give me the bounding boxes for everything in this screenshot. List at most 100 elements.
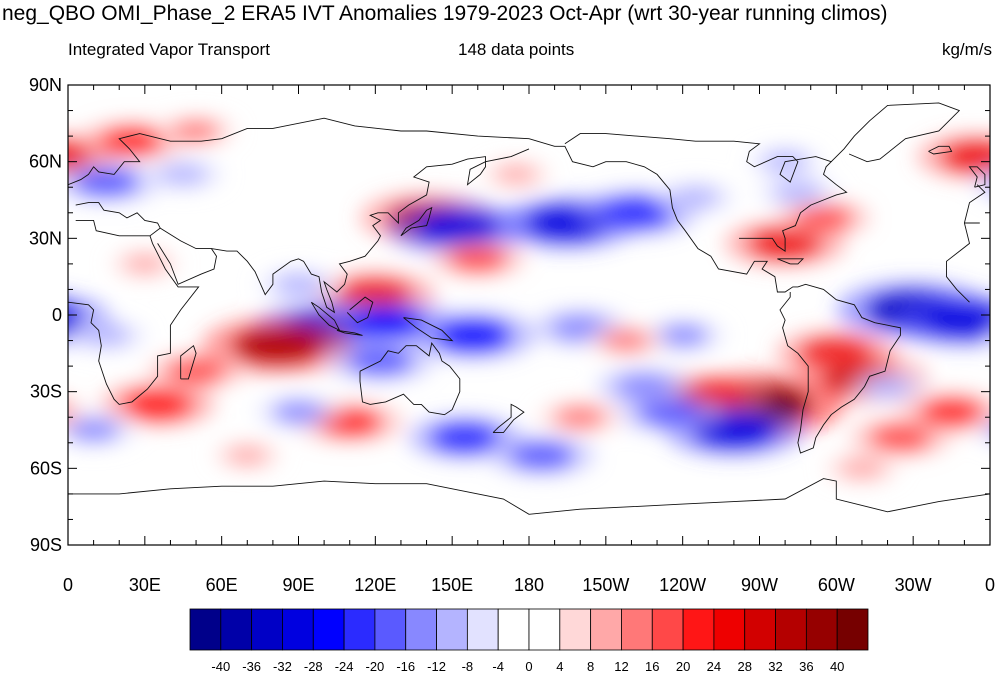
- lon-label: 60W: [818, 575, 855, 595]
- anomaly-blob: [773, 182, 823, 203]
- anomaly-blob: [656, 324, 710, 347]
- colorbar-swatch: [805, 608, 838, 651]
- coastline: [68, 222, 971, 405]
- coastline: [346, 296, 374, 324]
- axis-ticks: [67, 84, 991, 546]
- colorbar-swatch: [621, 608, 653, 651]
- colorbar-swatch: [220, 608, 253, 651]
- anomaly-blob: [987, 329, 990, 342]
- colorbar-label: -28: [304, 659, 323, 674]
- anomaly-blob: [839, 459, 885, 478]
- colorbar-label: -12: [427, 659, 446, 674]
- anomaly-blob: [1000, 120, 1008, 162]
- anomaly-blob: [988, 427, 990, 433]
- coastline: [492, 403, 525, 434]
- anomaly-blob: [601, 330, 652, 351]
- plot-title: neg_QBO OMI_Phase_2 ERA5 IVT Anomalies 1…: [2, 2, 888, 25]
- colorbar: [189, 608, 869, 651]
- colorbar-label: -24: [335, 659, 354, 674]
- anomaly-blob: [0, 293, 37, 327]
- colorbar-label: 24: [707, 659, 721, 674]
- colorbar-label: 16: [645, 659, 659, 674]
- anomaly-blob: [0, 418, 29, 458]
- anomaly-blob: [637, 399, 703, 425]
- anomaly-blob: [553, 406, 607, 428]
- colorbar-label: 4: [556, 659, 563, 674]
- coastline: [564, 133, 848, 252]
- lat-label: 30S: [30, 382, 62, 402]
- coastline: [400, 206, 433, 237]
- colorbar-swatch: [775, 608, 807, 651]
- colorbar-labels: -40 -36 -32 -28 -24 -20 -16 -12 -8 -4 0 4 8 12 16 20 24 2…: [211, 659, 844, 674]
- lon-label: 0: [985, 575, 995, 595]
- anomaly-blob: [794, 206, 853, 230]
- lon-label: 60E: [206, 575, 238, 595]
- coastline: [180, 344, 197, 380]
- coastline: [68, 478, 990, 515]
- colorbar-swatch: [466, 608, 499, 651]
- colorbar-swatch: [713, 608, 746, 651]
- anomaly-blob: [974, 167, 990, 197]
- anomaly-blob: [869, 425, 931, 450]
- anomaly-blob: [449, 247, 507, 271]
- anomaly-blob: [74, 169, 139, 195]
- anomaly-blob: [430, 424, 500, 451]
- anomaly-blob: [996, 170, 1008, 195]
- lat-label: 60S: [30, 458, 62, 478]
- colorbar-label: 28: [737, 659, 751, 674]
- colorbar-label: 32: [768, 659, 782, 674]
- lat-label: 90N: [29, 75, 62, 95]
- colorbar-label: -20: [366, 659, 385, 674]
- colorbar-label: 20: [676, 659, 690, 674]
- colorbar-swatch: [251, 608, 283, 651]
- anomaly-blob: [226, 446, 269, 465]
- lon-label: 150W: [582, 575, 629, 595]
- coastline: [75, 202, 980, 237]
- colorbar-swatch: [590, 608, 622, 651]
- colorbar-label: -40: [211, 659, 230, 674]
- colorbar-label: 12: [614, 659, 628, 674]
- map-plot-area: 90N 60N 30N 0 30S 60S 90S 0 30E 60E 90E 120E 150E 18…: [0, 75, 1008, 595]
- coastline: [359, 342, 461, 416]
- anomaly-blob: [349, 308, 427, 338]
- anomaly-blob: [167, 359, 225, 383]
- anomaly-blob: [415, 212, 500, 245]
- units-label: kg/m/s: [941, 40, 992, 59]
- lon-label: 30W: [895, 575, 932, 595]
- colorbar-swatch: [836, 608, 869, 651]
- anomaly-blob: [158, 164, 208, 185]
- lon-label: 120W: [659, 575, 706, 595]
- anomaly-blob: [273, 274, 324, 295]
- lon-label: 90W: [741, 575, 778, 595]
- anomaly-blob: [68, 419, 121, 441]
- anomaly-blob: [600, 198, 673, 227]
- anomaly-blob: [509, 442, 575, 469]
- colorbar-swatch: [343, 608, 376, 651]
- coastlines: [68, 102, 990, 515]
- colorbar-swatch: [405, 608, 437, 651]
- anomaly-blob: [862, 376, 913, 397]
- coastline: [157, 227, 217, 285]
- lat-label: 60N: [29, 152, 62, 172]
- lon-label: 150E: [431, 575, 473, 595]
- colorbar-label: -8: [462, 659, 474, 674]
- anomaly-blob: [123, 255, 166, 273]
- anomaly-blob: [123, 391, 192, 418]
- lon-label: 30E: [129, 575, 161, 595]
- variable-name: Integrated Vapor Transport: [68, 40, 270, 59]
- coastline: [336, 329, 363, 336]
- anomaly-blob: [0, 400, 62, 425]
- anomaly-blob: [940, 142, 990, 171]
- colorbar-swatch: [559, 608, 592, 651]
- colorbar-swatch: [744, 608, 776, 651]
- data-point-count: 148 data points: [458, 40, 575, 59]
- anomaly-blob: [271, 401, 326, 423]
- lon-label: 120E: [354, 575, 396, 595]
- latitude-labels: 90N 60N 30N 0 30S 60S 90S: [29, 75, 62, 555]
- colorbar-swatch: [528, 608, 561, 651]
- anomaly-blob: [68, 397, 84, 427]
- anomaly-blob: [670, 187, 721, 208]
- colorbar-label: 40: [830, 659, 844, 674]
- coastline: [968, 166, 986, 188]
